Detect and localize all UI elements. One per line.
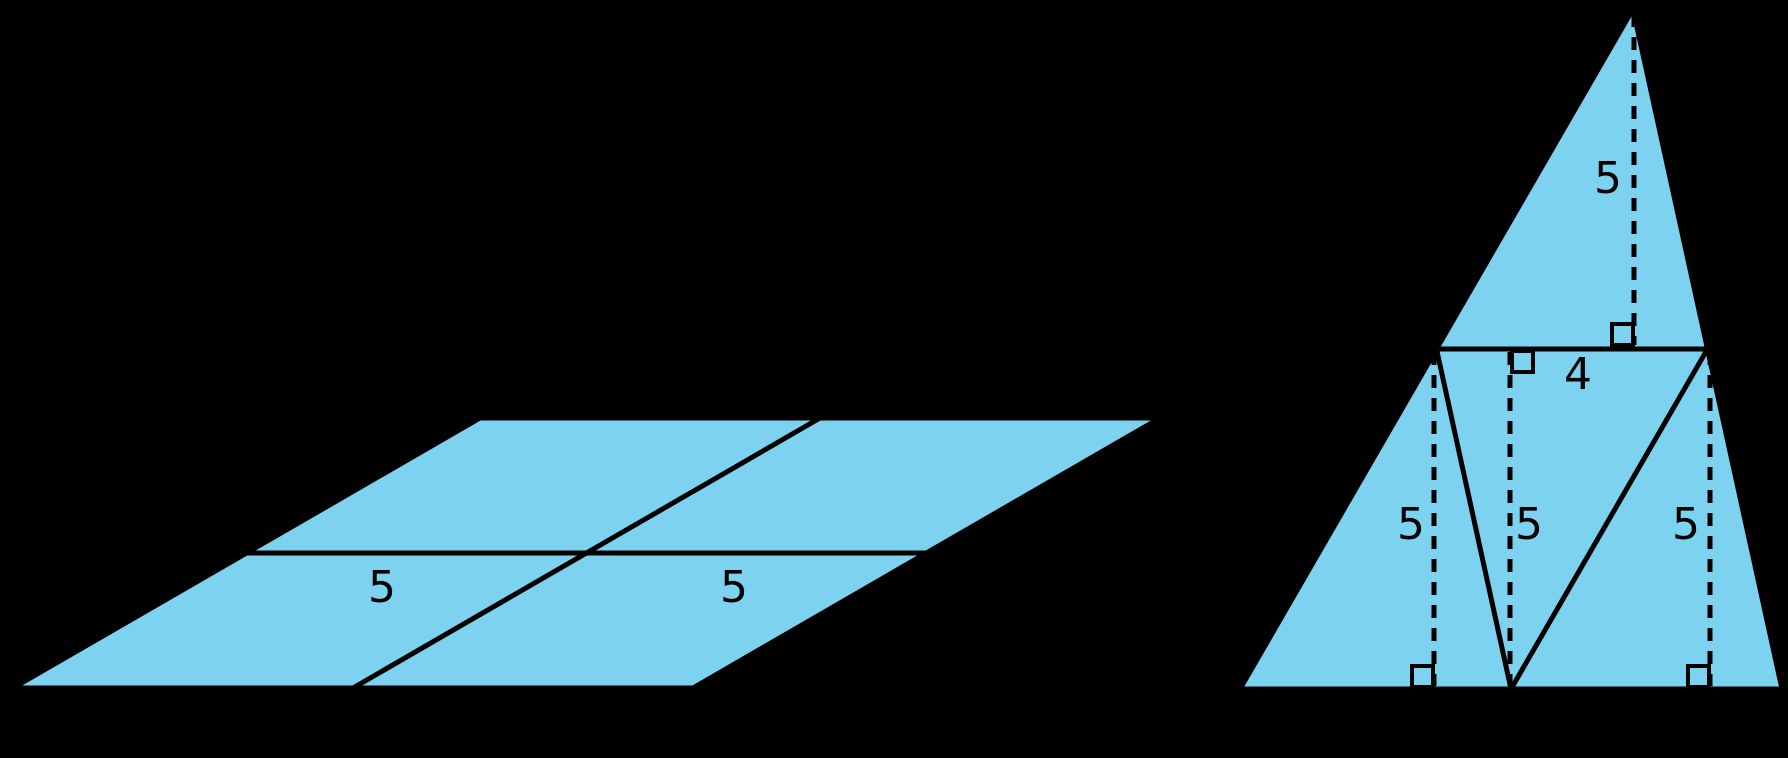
right-angle-mark-bottom-left <box>1410 664 1435 689</box>
right-angle-mark-middle <box>1510 349 1535 374</box>
inverted-triangle-left-side <box>1434 348 1514 690</box>
right-angle-mark-bottom-right <box>1686 664 1711 689</box>
triangle-figure: 5 4 5 5 5 <box>1235 2 1786 692</box>
parallelogram-label-left: 5 <box>368 562 396 613</box>
parallelogram-figure: 5 5 <box>3 415 1170 691</box>
triangle-label-middle-height: 5 <box>1515 499 1543 550</box>
triangle-label-top-height: 5 <box>1594 153 1622 204</box>
right-angle-mark-top <box>1610 322 1635 347</box>
triangle-label-right-height: 5 <box>1672 499 1700 550</box>
triangle-label-left-height: 5 <box>1397 499 1425 550</box>
inverted-triangle-right-side <box>1508 347 1710 691</box>
triangle-label-midsegment: 4 <box>1564 349 1592 400</box>
parallelogram-slanted-midline <box>351 415 822 691</box>
parallelogram-label-right: 5 <box>720 562 748 613</box>
